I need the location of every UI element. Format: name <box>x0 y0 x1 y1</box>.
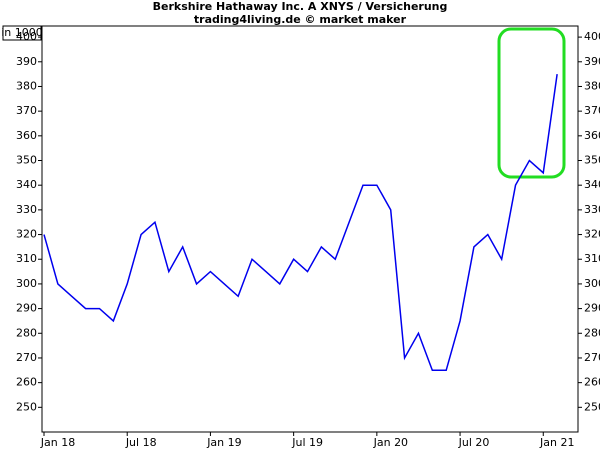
unit-box <box>2 25 42 41</box>
y-tick-label: 290 <box>584 302 600 315</box>
y-tick-label: 290 <box>16 302 37 315</box>
y-tick-label: 400 <box>16 30 37 43</box>
chart-title: Berkshire Hathaway Inc. A XNYS / Versich… <box>153 0 448 13</box>
y-tick-label: 250 <box>16 400 37 413</box>
y-tick-label: 360 <box>16 129 37 142</box>
y-tick-label: 280 <box>16 326 37 339</box>
y-tick-label: 260 <box>584 376 600 389</box>
y-tick-label: 370 <box>584 104 600 117</box>
x-tick-label: Jan 19 <box>206 436 241 449</box>
y-tick-label: 390 <box>584 55 600 68</box>
x-tick-label: Jul 19 <box>291 436 323 449</box>
y-tick-label: 330 <box>16 203 37 216</box>
x-tick-label: Jan 21 <box>539 436 574 449</box>
unit-label: in 1000 <box>1 26 43 39</box>
y-tick-label: 320 <box>16 228 37 241</box>
y-tick-label: 340 <box>16 178 37 191</box>
y-tick-label: 250 <box>584 400 600 413</box>
highlight-box <box>497 27 566 179</box>
y-tick-label: 380 <box>16 79 37 92</box>
y-tick-label: 360 <box>584 129 600 142</box>
x-tick-label: Jan 20 <box>373 436 408 449</box>
y-tick-label: 350 <box>16 154 37 167</box>
y-tick-label: 310 <box>16 252 37 265</box>
y-tick-label: 340 <box>584 178 600 191</box>
x-tick-label: Jan 18 <box>40 436 75 449</box>
plot-frame <box>41 25 579 433</box>
y-tick-label: 270 <box>584 351 600 364</box>
y-tick-label: 300 <box>584 277 600 290</box>
y-tick-label: 350 <box>584 154 600 167</box>
y-tick-label: 310 <box>584 252 600 265</box>
y-tick-label: 380 <box>584 79 600 92</box>
y-tick-label: 260 <box>16 376 37 389</box>
y-tick-label: 370 <box>16 104 37 117</box>
y-tick-label: 400 <box>584 30 600 43</box>
x-tick-label: Jul 20 <box>458 436 490 449</box>
y-tick-label: 320 <box>584 228 600 241</box>
y-tick-label: 280 <box>584 326 600 339</box>
price-line <box>43 74 558 372</box>
x-tick-label: Jul 18 <box>125 436 157 449</box>
chart-subtitle: trading4living.de © market maker <box>194 13 407 26</box>
y-tick-label: 390 <box>16 55 37 68</box>
y-tick-label: 300 <box>16 277 37 290</box>
y-tick-label: 270 <box>16 351 37 364</box>
y-tick-label: 330 <box>584 203 600 216</box>
